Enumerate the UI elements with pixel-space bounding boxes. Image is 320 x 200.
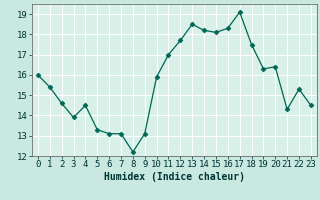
- X-axis label: Humidex (Indice chaleur): Humidex (Indice chaleur): [104, 172, 245, 182]
